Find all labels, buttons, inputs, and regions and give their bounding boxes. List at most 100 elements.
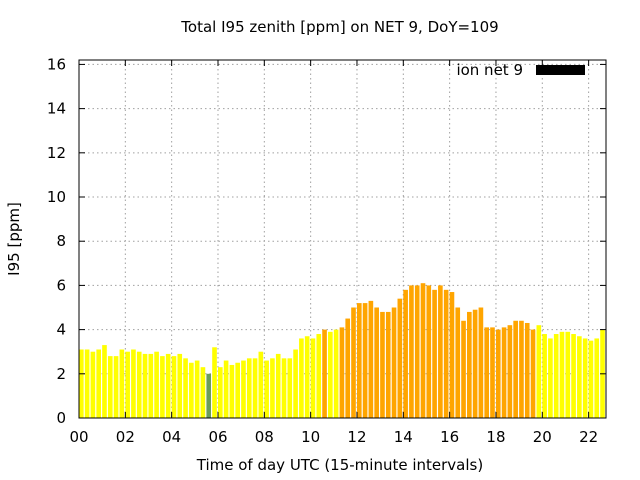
bar [154, 351, 159, 418]
bar [559, 331, 565, 418]
bar [200, 367, 206, 418]
x-tick-label: 22 [579, 428, 598, 446]
bar [414, 285, 420, 418]
y-tick-label: 12 [47, 144, 66, 162]
bar [472, 309, 478, 418]
bar [571, 334, 576, 418]
bar [426, 285, 432, 418]
plot-frame [78, 59, 607, 419]
bar [304, 336, 310, 418]
bar [177, 353, 183, 418]
bar [478, 307, 484, 418]
bar [542, 334, 547, 418]
bar [316, 334, 322, 418]
bar [131, 349, 136, 418]
bar [125, 351, 130, 418]
bar [380, 311, 385, 418]
bar [90, 351, 96, 418]
x-tick-label: 16 [440, 428, 459, 446]
bar [391, 307, 397, 418]
bar [275, 353, 281, 418]
bar [345, 318, 351, 418]
bar [322, 329, 327, 418]
bar [501, 327, 507, 418]
x-tick-label: 02 [116, 428, 135, 446]
bar [409, 285, 414, 418]
bar [455, 307, 461, 418]
bar [84, 349, 90, 418]
bar [160, 356, 165, 418]
bar [385, 311, 391, 418]
bar [189, 362, 194, 418]
bar [107, 356, 113, 418]
bar [368, 300, 374, 418]
bar [374, 307, 379, 418]
bar [217, 367, 223, 418]
bar [165, 353, 171, 418]
bar [293, 349, 298, 418]
bar [553, 334, 559, 418]
bar [206, 373, 212, 418]
bar [171, 356, 177, 418]
x-tick-label: 08 [255, 428, 274, 446]
bar [142, 353, 148, 418]
y-tick-label: 10 [47, 188, 66, 206]
x-axis-label: Time of day UTC (15-minute intervals) [196, 456, 483, 474]
bar [548, 338, 553, 418]
bar [96, 349, 102, 418]
bar [264, 360, 269, 418]
bar [403, 289, 408, 418]
bar [287, 358, 293, 418]
bar [299, 338, 304, 418]
bar [530, 329, 536, 418]
bar [461, 320, 466, 418]
bar [438, 285, 443, 418]
bar [588, 340, 594, 418]
x-tick-label: 04 [162, 428, 181, 446]
bars [79, 283, 607, 418]
bar [339, 327, 345, 418]
bar [246, 358, 252, 418]
bar [223, 360, 229, 418]
y-tick-label: 4 [56, 321, 66, 339]
bar [524, 322, 530, 418]
bar [565, 331, 571, 418]
bar [333, 329, 339, 418]
x-axis-ticks: 00 02 04 06 08 10 12 14 16 18 20 22 [69, 60, 598, 446]
x-tick-label: 20 [533, 428, 552, 446]
bar [484, 327, 490, 418]
y-tick-label: 6 [56, 276, 66, 294]
bar [252, 358, 258, 418]
bar [420, 283, 426, 418]
bar [467, 311, 472, 418]
bar [113, 356, 119, 418]
legend-label: ion net 9 [456, 61, 523, 79]
bar [310, 338, 316, 418]
legend-swatch [536, 65, 585, 75]
bar [148, 353, 154, 418]
y-tick-label: 8 [56, 232, 66, 250]
y-tick-label: 16 [47, 55, 66, 73]
bar [281, 358, 287, 418]
bar [449, 292, 455, 418]
bar [229, 364, 235, 418]
bar [536, 325, 542, 418]
bar [594, 338, 600, 418]
x-tick-label: 00 [69, 428, 88, 446]
y-tick-label: 14 [47, 100, 66, 118]
bar [328, 331, 333, 418]
bar [258, 351, 264, 418]
bar [362, 303, 368, 418]
x-tick-label: 06 [208, 428, 227, 446]
bar [513, 320, 518, 418]
y-tick-label: 0 [56, 409, 66, 427]
bar [519, 320, 524, 418]
bar [79, 349, 84, 418]
bar [397, 298, 403, 418]
bar [136, 351, 142, 418]
bar [102, 345, 107, 418]
y-axis-label: I95 [ppm] [5, 202, 23, 276]
bar [582, 338, 588, 418]
bar [443, 289, 449, 418]
